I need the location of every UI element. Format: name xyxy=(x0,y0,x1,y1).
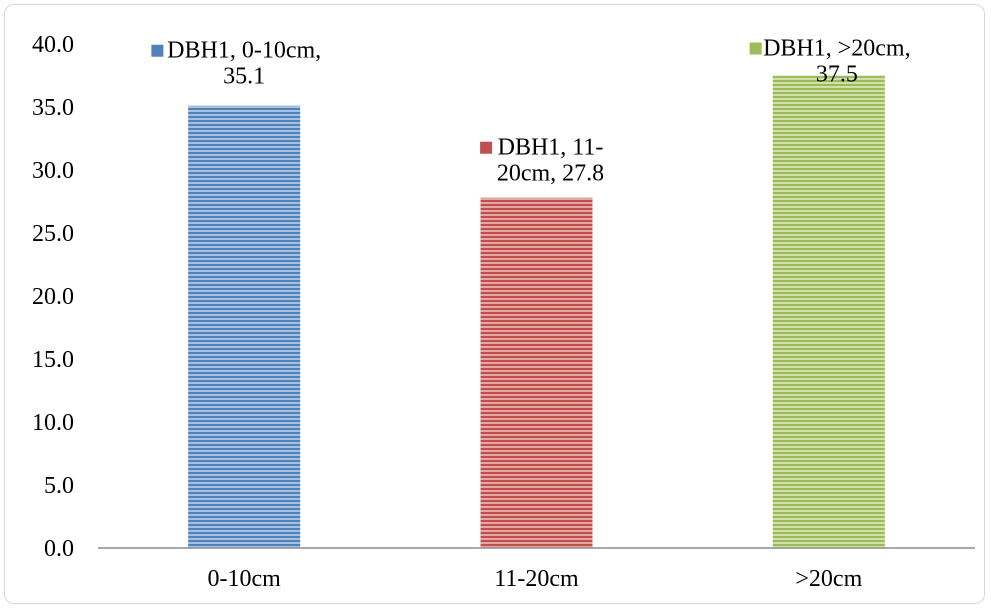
data-label-line: 35.1 xyxy=(223,64,265,90)
y-tick-label: 15.0 xyxy=(32,347,74,373)
data-label: DBH1, 0-10cm,35.1 xyxy=(151,38,321,90)
y-tick-label: 30.0 xyxy=(32,158,74,184)
x-axis-tick-labels: 0-10cm 11-20cm >20cm xyxy=(208,566,863,592)
legend-key-swatch xyxy=(749,42,762,55)
x-tick-label: 11-20cm xyxy=(494,566,579,592)
y-tick-label: 10.0 xyxy=(32,410,74,436)
y-tick-label: 20.0 xyxy=(32,284,74,310)
data-label-line: DBH1, 0-10cm, xyxy=(167,38,321,64)
bar-1 xyxy=(188,105,301,549)
y-tick-label: 0.0 xyxy=(44,536,74,562)
data-label-line: DBH1, 11- xyxy=(498,135,604,161)
x-tick-label: 0-10cm xyxy=(208,566,282,592)
y-axis-tick-labels: 0.0 5.0 10.0 15.0 20.0 25.0 30.0 35.0 40.0 xyxy=(32,32,74,562)
y-tick-label: 35.0 xyxy=(32,95,74,121)
x-tick-label: >20cm xyxy=(795,566,862,592)
legend-key-swatch xyxy=(151,44,164,57)
legend-key-swatch xyxy=(480,141,493,154)
bars xyxy=(188,75,885,549)
bar-3 xyxy=(772,75,885,548)
data-label: DBH1, 11-20cm, 27.8 xyxy=(480,135,604,187)
y-tick-label: 40.0 xyxy=(32,32,74,58)
y-tick-label: 25.0 xyxy=(32,221,74,247)
data-label-line: 37.5 xyxy=(816,62,858,88)
y-tick-label: 5.0 xyxy=(44,473,74,499)
data-label-line: DBH1, >20cm, xyxy=(763,36,911,62)
data-label: DBH1, >20cm,37.5 xyxy=(749,36,911,88)
bar-2 xyxy=(480,197,593,548)
data-label-line: 20cm, 27.8 xyxy=(497,161,604,187)
